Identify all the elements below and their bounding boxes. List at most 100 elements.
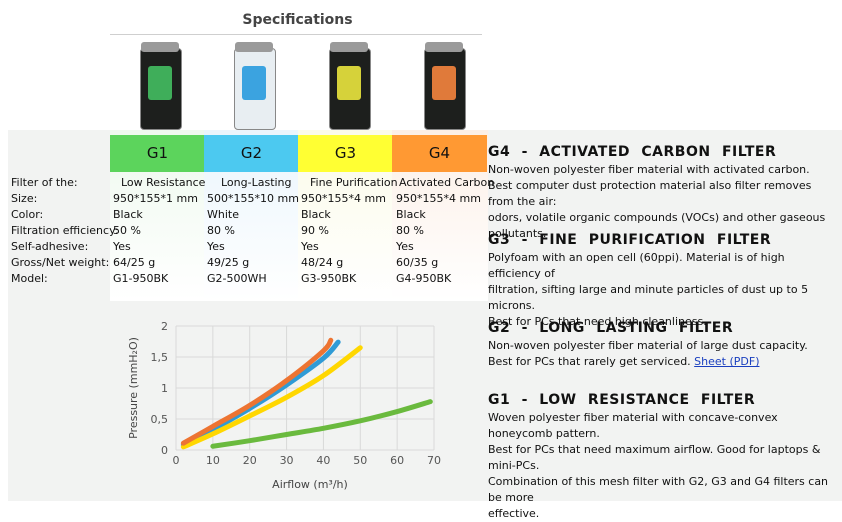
description-line: Combination of this mesh filter with G2,…: [488, 475, 829, 504]
row-label-weight: Gross/Net weight:: [11, 256, 110, 269]
description-g4: G4 - ACTIVATED CARBON FILTER Non-woven p…: [488, 143, 833, 242]
x-tick-label: 20: [243, 454, 257, 467]
specifications-title: Specifications: [242, 12, 353, 28]
y-axis-label: Pressure (mmH₂O): [127, 337, 140, 439]
cell-self-adhesive: Yes: [301, 240, 319, 253]
cell-efficiency: 50 %: [113, 224, 141, 237]
spec-column-g2: Long-Lasting 500*155*10 mm White 80 % Ye…: [207, 175, 299, 287]
description-line: Best for PCs that need maximum airflow. …: [488, 443, 821, 472]
row-label-color: Color:: [11, 208, 44, 221]
description-line: odors, volatile organic compounds (VOCs)…: [488, 211, 826, 240]
cell-color: Black: [113, 208, 143, 221]
description-heading-g1: G1 - LOW RESISTANCE FILTER: [488, 392, 756, 408]
spec-column-g4: Activated Carbon 950*155*4 mm Black 80 %…: [396, 175, 494, 287]
description-heading-g2: G2 - LONG LASTING FILTER: [488, 320, 734, 336]
cell-model: G3-950BK: [301, 272, 357, 285]
row-label-self-adhesive: Self-adhesive:: [11, 240, 89, 253]
grade-header-g3: G3: [298, 135, 393, 172]
x-tick-label: 70: [427, 454, 441, 467]
cell-weight: 48/24 g: [301, 256, 344, 269]
y-tick-label: 1,5: [151, 351, 169, 364]
product-label: [432, 66, 456, 100]
row-label-size: Size:: [11, 192, 38, 205]
x-tick-label: 60: [390, 454, 404, 467]
product-images: [110, 40, 485, 130]
description-line: filtration, sifting large and minute par…: [488, 283, 809, 312]
cell-color: White: [207, 208, 239, 221]
cell-efficiency: 90 %: [301, 224, 329, 237]
sheet-pdf-link[interactable]: Sheet (PDF): [694, 355, 760, 368]
description-line: Non-woven polyester fiber material of la…: [488, 339, 808, 352]
row-label-filter-of: Filter of the:: [11, 176, 78, 189]
product-image-g3: [329, 42, 371, 130]
y-tick-label: 0: [161, 444, 168, 457]
cell-filter-type: Activated Carbon: [399, 176, 495, 189]
description-line: effective.: [488, 507, 540, 520]
cell-size: 500*155*10 mm: [207, 192, 299, 205]
product-image-g2: [234, 42, 276, 130]
cell-filter-type: Fine Purification: [310, 176, 398, 189]
product-image-g4: [424, 42, 466, 130]
cell-color: Black: [301, 208, 331, 221]
product-image-g1: [140, 42, 182, 130]
cell-model: G2-500WH: [207, 272, 267, 285]
description-heading-g4: G4 - ACTIVATED CARBON FILTER: [488, 144, 777, 160]
cell-filter-type: Low Resistance: [121, 176, 206, 189]
x-tick-label: 40: [316, 454, 330, 467]
spec-column-g1: Low Resistance 950*155*1 mm Black 50 % Y…: [113, 175, 205, 287]
description-g2: G2 - LONG LASTING FILTER Non-woven polye…: [488, 319, 833, 370]
product-label: [242, 66, 266, 100]
grade-header-g1: G1: [110, 135, 205, 172]
product-cap: [235, 42, 273, 52]
x-axis-label: Airflow (m³/h): [272, 478, 348, 491]
row-label-model: Model:: [11, 272, 48, 285]
series-line-g1: [210, 399, 433, 449]
cell-filter-type: Long-Lasting: [221, 176, 292, 189]
series-line-g2: [180, 339, 341, 448]
description-line: Polyfoam with an open cell (60ppi). Mate…: [488, 251, 785, 280]
cell-efficiency: 80 %: [207, 224, 235, 237]
cell-model: G4-950BK: [396, 272, 452, 285]
cell-size: 950*155*1 mm: [113, 192, 198, 205]
row-label-efficiency: Filtration efficiency:: [11, 224, 119, 237]
cell-color: Black: [396, 208, 426, 221]
product-cap: [141, 42, 179, 52]
cell-size: 950*155*4 mm: [396, 192, 481, 205]
grade-header-g4: G4: [392, 135, 487, 172]
cell-weight: 60/35 g: [396, 256, 439, 269]
chart-ticks: 0 10 20 30 40 50 60 70 0 0,5 1 1,5 2: [151, 320, 442, 467]
series-line-g4: [180, 337, 334, 446]
description-line: Best computer dust protection material a…: [488, 179, 812, 208]
cell-self-adhesive: Yes: [207, 240, 225, 253]
description-g1: G1 - LOW RESISTANCE FILTER Woven polyest…: [488, 391, 833, 522]
description-line: Best for PCs that rarely get serviced. S…: [488, 354, 833, 370]
product-cap: [330, 42, 368, 52]
description-line: Non-woven polyester fiber material with …: [488, 163, 810, 176]
description-heading-g3: G3 - FINE PURIFICATION FILTER: [488, 232, 772, 248]
spec-column-g3: Fine Purification 950*155*4 mm Black 90 …: [301, 175, 398, 287]
product-cap: [425, 42, 463, 52]
description-panel: [486, 130, 842, 501]
chart-series: [180, 337, 433, 450]
description-text: Best for PCs that rarely get serviced.: [488, 355, 691, 368]
y-tick-label: 0,5: [151, 413, 169, 426]
description-line: Best for PCs that need high cleanliness.: [488, 315, 707, 328]
cell-weight: 49/25 g: [207, 256, 250, 269]
description-line: Woven polyester fiber material with conc…: [488, 411, 778, 440]
cell-weight: 64/25 g: [113, 256, 156, 269]
cell-size: 950*155*4 mm: [301, 192, 386, 205]
title-divider: [110, 34, 482, 35]
product-label: [148, 66, 172, 100]
grade-header-g2: G2: [204, 135, 299, 172]
x-tick-label: 10: [206, 454, 220, 467]
series-line-g3: [180, 345, 363, 450]
cell-efficiency: 80 %: [396, 224, 424, 237]
description-g3: G3 - FINE PURIFICATION FILTER Polyfoam w…: [488, 231, 833, 330]
x-tick-label: 30: [280, 454, 294, 467]
cell-self-adhesive: Yes: [396, 240, 414, 253]
y-tick-label: 1: [161, 382, 168, 395]
x-tick-label: 50: [353, 454, 367, 467]
cell-self-adhesive: Yes: [113, 240, 131, 253]
spec-row-labels: Filter of the: Size: Color: Filtration e…: [11, 175, 119, 287]
